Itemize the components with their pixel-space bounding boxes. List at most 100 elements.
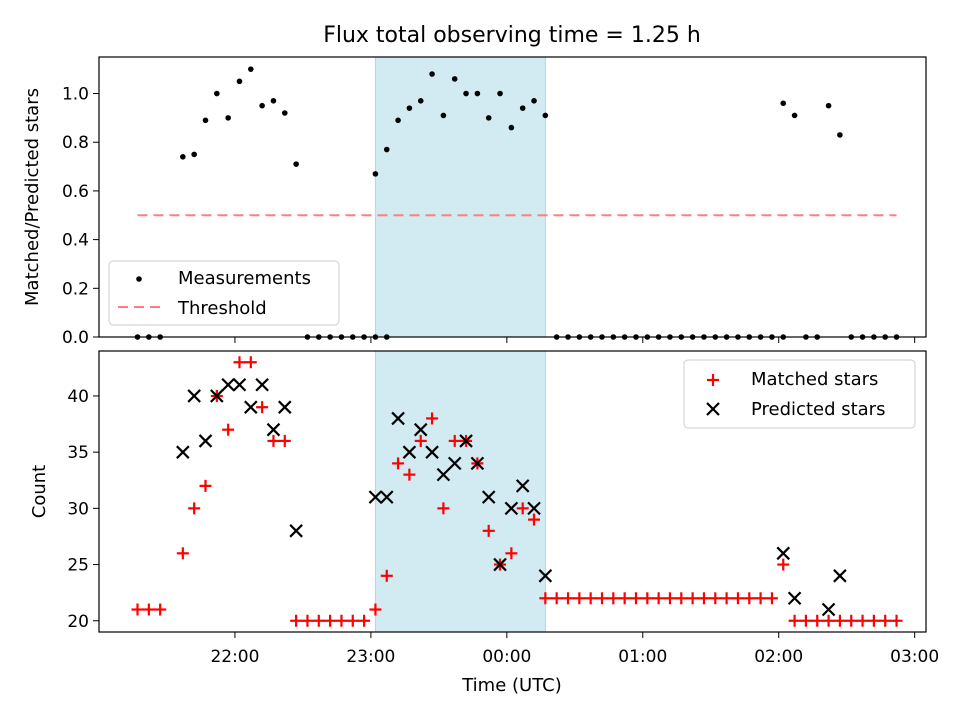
matched-stars-point [743, 592, 756, 605]
measurement-point [429, 71, 435, 77]
measurements-legend-label: Measurements [178, 268, 311, 289]
predicted-stars-point [504, 501, 519, 516]
predicted-stars-point [833, 569, 847, 583]
ratio-panel: 0.0 0.2 0.4 0.6 0.8 1.0 Matched/Predicted sta… [22, 56, 927, 348]
count-x-tick-label: 22:00 [210, 647, 259, 667]
count-legend: Matched stars Predicted stars [683, 359, 916, 429]
matched-stars-point [720, 592, 733, 605]
ratio-axis-ticks: 0.0 0.2 0.4 0.6 0.8 1.0 [62, 85, 916, 348]
predicted-stars-point [187, 389, 201, 403]
matched-stars-point [414, 434, 427, 447]
matched-stars-point [595, 592, 608, 605]
predicted-stars-point [821, 602, 836, 617]
matched-stars-point [301, 614, 314, 627]
matched-stars-point [675, 592, 688, 605]
measurement-point [485, 115, 492, 121]
matched-stars-point [346, 614, 359, 627]
predicted-stars-point [413, 422, 428, 437]
predicted-stars-point [266, 422, 281, 437]
count-axes-frame [98, 350, 927, 633]
count-y-axis-label: Count [29, 465, 50, 518]
predicted-stars-point [289, 524, 303, 538]
measurement-point [780, 100, 787, 107]
predicted-stars-point [221, 377, 235, 392]
ratio-y-tick-label: 0.8 [62, 133, 89, 153]
matched-stars-point [380, 569, 393, 582]
threshold-legend-label: Threshold [177, 298, 267, 319]
measurement-point [225, 115, 231, 121]
predicted-legend-marker [706, 402, 720, 416]
predicted-legend-label: Predicted stars [751, 399, 885, 420]
predicted-stars-point [481, 490, 496, 504]
matched-stars-point [482, 524, 495, 537]
measurement-point [508, 124, 515, 131]
predicted-stars-point [255, 377, 269, 392]
ratio-y-tick-label: 0.4 [62, 231, 89, 251]
ratio-y-tick-label: 0.6 [62, 182, 89, 202]
predicted-stars-point [176, 445, 190, 459]
count-axis-ticks: 20 25 30 35 40 22:00 23:00 00:00 01:00 02:00 03:00 [67, 387, 939, 667]
matched-stars-point [799, 614, 812, 627]
measurements-legend-marker [136, 276, 142, 282]
count-legend-box [683, 359, 916, 429]
matched-stars-point [188, 502, 201, 515]
ratio-axes-frame [98, 56, 927, 338]
matched-stars-point [629, 592, 642, 605]
matched-stars-point [426, 412, 439, 425]
predicted-stars-point [459, 434, 473, 448]
ratio-y-axis-label: Matched/Predicted stars [22, 88, 43, 306]
count-y-tick-label: 25 [67, 556, 89, 576]
measurement-point [463, 90, 469, 97]
predicted-stars-point [425, 445, 439, 459]
matched-stars-point [312, 614, 325, 627]
measurement-point [497, 90, 503, 97]
matched-stars-point [176, 547, 189, 560]
matched-stars-point [573, 592, 586, 605]
measurement-point [191, 151, 197, 158]
matched-stars-point [528, 513, 541, 526]
x-axis-label: Time (UTC) [461, 675, 562, 696]
measurement-point [406, 105, 413, 111]
matched-stars-point [697, 592, 710, 605]
matched-stars-point [686, 592, 699, 605]
predicted-stars-point [402, 445, 417, 459]
matched-stars-point [867, 614, 880, 627]
matched-stars-point [754, 592, 767, 605]
ratio-y-tick-label: 1.0 [62, 85, 89, 105]
count-y-tick-label: 30 [67, 499, 89, 519]
matched-stars-point [845, 614, 858, 627]
predicted-stars-point [447, 456, 462, 471]
matched-stars-point [324, 614, 337, 627]
measurement-point [440, 112, 447, 119]
matched-stars-point [856, 614, 869, 627]
measurement-point [372, 171, 379, 177]
matched-stars-point [369, 603, 382, 616]
predicted-stars-point [787, 591, 802, 606]
matched-stars-point [652, 592, 665, 605]
matched-stars-point [199, 479, 212, 492]
measurement-point [474, 90, 481, 97]
matched-stars-point [890, 614, 903, 627]
count-panel: 20 25 30 35 40 22:00 23:00 00:00 01:00 02:00 03:00… [29, 350, 939, 696]
matched-stars-point [256, 401, 269, 414]
measurement-point [180, 154, 186, 160]
matched-stars-point [788, 614, 801, 627]
measurement-point [270, 98, 277, 104]
matched-stars-point [222, 423, 235, 436]
predicted-stars-point [368, 490, 383, 504]
predicted-stars-point [232, 377, 247, 392]
measurement-point [531, 98, 537, 104]
matched-stars-point [154, 603, 167, 616]
count-y-tick-label: 20 [67, 612, 89, 632]
predicted-stars-point [776, 546, 791, 561]
measurement-point [214, 90, 220, 97]
matched-stars-point [392, 457, 405, 470]
measurement-point [837, 132, 843, 138]
matched-stars-point [437, 502, 450, 515]
ratio-legend-box [108, 260, 340, 326]
matched-stars-point [539, 592, 552, 605]
predicted-stars-point [470, 456, 485, 471]
observing-window-span [374, 56, 546, 338]
measurement-point [293, 161, 299, 167]
